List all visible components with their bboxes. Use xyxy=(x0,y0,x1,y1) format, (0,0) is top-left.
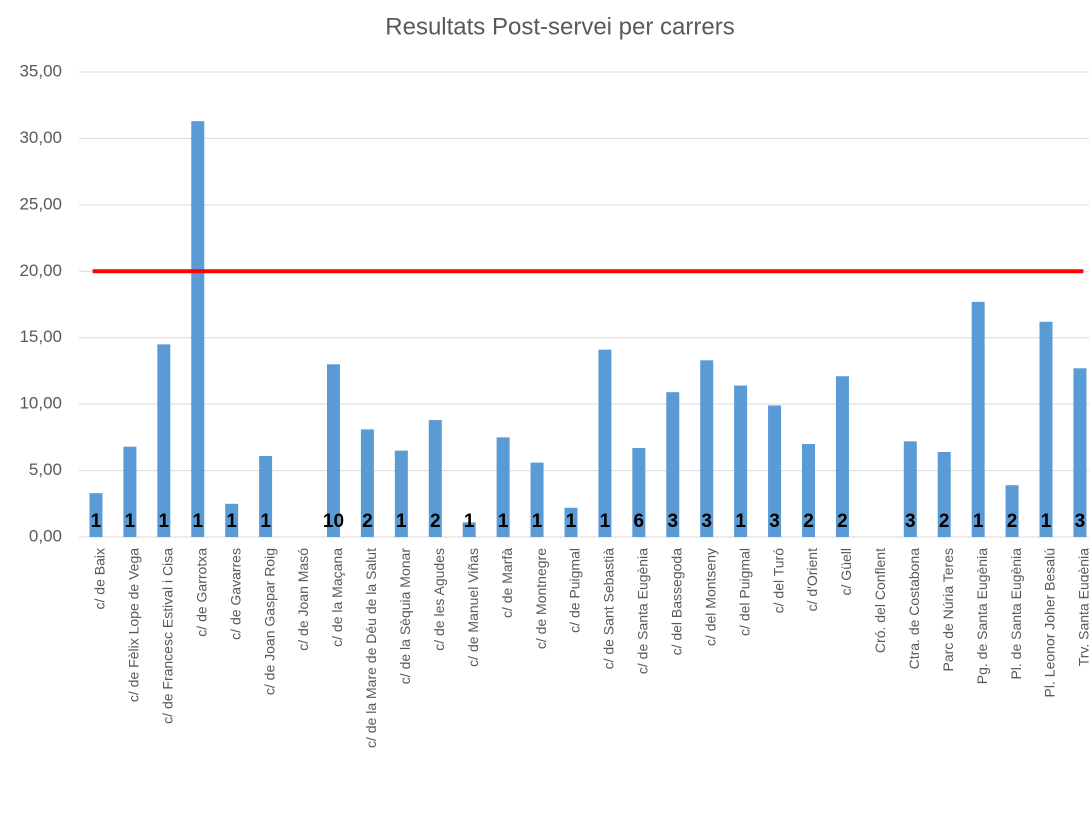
x-tick-label: c/ de Puigmal xyxy=(567,548,583,633)
bar-label: 1 xyxy=(192,511,203,532)
x-tick-label: Pl. Leonor Joher Besalú xyxy=(1042,548,1058,697)
x-tick-label: c/ de Manuel Viñas xyxy=(465,548,481,667)
y-tick-label: 30,00 xyxy=(19,128,62,147)
x-tick-label: Pl. de Santa Eugènia xyxy=(1008,548,1024,680)
bar-label: 1 xyxy=(125,511,136,532)
x-tick-label: c/ de Sant Sebastià xyxy=(601,548,617,670)
x-tick-label: c/ de Joan Masó xyxy=(295,548,311,651)
bar xyxy=(123,446,137,537)
bar xyxy=(1005,485,1019,537)
bar-label: 1 xyxy=(600,511,611,532)
bar xyxy=(564,507,578,537)
x-tick-label: c/ de Fèlix Lope de Vega xyxy=(126,548,142,702)
bar xyxy=(971,301,985,537)
x-tick-label: Pg. de Santa Eugènia xyxy=(974,548,990,684)
bar xyxy=(700,360,714,537)
x-tick-label: c/ de Joan Gaspar Roig xyxy=(261,548,277,695)
bar xyxy=(428,420,442,537)
x-tick-label: c/ de Marfà xyxy=(499,548,515,618)
bar xyxy=(632,447,646,537)
bar xyxy=(360,429,374,537)
x-tick-label: c/ de Santa Eugènia xyxy=(635,548,651,674)
bar-label: 1 xyxy=(91,511,102,532)
bar-label: 3 xyxy=(701,511,712,532)
x-tick-label: c/ del Turó xyxy=(770,548,786,614)
y-tick-label: 25,00 xyxy=(19,194,62,213)
bar xyxy=(89,493,103,537)
bar-label: 1 xyxy=(260,511,271,532)
bar-label: 3 xyxy=(667,511,678,532)
bar-label: 2 xyxy=(362,511,373,532)
x-tick-label: c/ de Garrotxa xyxy=(193,548,209,637)
bar xyxy=(734,385,748,537)
x-tick-label: c/ de Baix xyxy=(92,548,108,609)
bar xyxy=(801,444,815,537)
bar xyxy=(326,364,340,537)
y-tick-label: 20,00 xyxy=(19,261,62,280)
x-tick-label: c/ de Francesc Estival i Cisa xyxy=(160,548,176,724)
bar-label: 1 xyxy=(1041,511,1052,532)
bar-label: 2 xyxy=(939,511,950,532)
y-tick-label: 35,00 xyxy=(19,61,62,80)
bar xyxy=(259,455,273,537)
bar-label: 1 xyxy=(159,511,170,532)
x-tick-label: c/ de la Sèquia Monar xyxy=(397,548,413,685)
x-tick-label: c/ de Montnegre xyxy=(533,548,549,649)
bar-label: 3 xyxy=(905,511,916,532)
y-tick-label: 15,00 xyxy=(19,327,62,346)
bar xyxy=(937,451,951,537)
bar xyxy=(157,344,171,537)
bar xyxy=(530,462,544,537)
bar xyxy=(835,376,849,537)
bar-label: 1 xyxy=(973,511,984,532)
bar xyxy=(1073,368,1087,537)
bar-label: 1 xyxy=(464,511,475,532)
bar xyxy=(1039,321,1053,537)
x-tick-label: Ctra. de Costabona xyxy=(906,548,922,670)
x-tick-label: c/ de Gavarres xyxy=(227,548,243,640)
bar xyxy=(191,121,205,538)
bar xyxy=(598,349,612,537)
y-tick-label: 10,00 xyxy=(19,394,62,413)
bar-label: 2 xyxy=(1007,511,1018,532)
x-tick-label: Parc de Núria Teres xyxy=(940,548,956,671)
bar xyxy=(462,522,476,537)
x-tick-label: c/ d'Orient xyxy=(804,548,820,611)
bar xyxy=(225,503,239,537)
x-tick-label: c/ de la Mare de Déu de la Salut xyxy=(363,548,379,748)
y-tick-label: 0,00 xyxy=(29,526,62,545)
bar-label: 1 xyxy=(226,511,237,532)
bar-label: 6 xyxy=(634,511,645,532)
bar-label: 1 xyxy=(566,511,577,532)
chart-title: Resultats Post-servei per carrers xyxy=(385,13,734,40)
x-tick-label: c/ del Montseny xyxy=(702,548,718,646)
bar xyxy=(666,392,680,537)
x-tick-label: c/ de les Agudes xyxy=(431,548,447,651)
y-tick-label: 5,00 xyxy=(29,460,62,479)
bar-label: 1 xyxy=(498,511,509,532)
bar-label: 2 xyxy=(803,511,814,532)
x-tick-label: Cró. del Conflent xyxy=(872,548,888,653)
bar xyxy=(496,437,510,537)
bar xyxy=(768,405,782,537)
bar-label: 2 xyxy=(430,511,441,532)
x-tick-label: c/ Güell xyxy=(838,548,854,595)
x-tick-label: c/ de la Maçana xyxy=(329,548,345,647)
bar xyxy=(394,450,408,537)
bar-label: 10 xyxy=(323,511,344,532)
bar-label: 2 xyxy=(837,511,848,532)
bar-label: 1 xyxy=(532,511,543,532)
x-tick-label: c/ del Puigmal xyxy=(736,548,752,636)
x-tick-label: c/ del Bassegoda xyxy=(668,548,684,656)
bar xyxy=(903,441,917,537)
bar-label: 3 xyxy=(1075,511,1086,532)
x-tick-label: Trv. Santa Eugènia xyxy=(1076,548,1089,667)
bar-label: 1 xyxy=(735,511,746,532)
bar-label: 3 xyxy=(769,511,780,532)
bar-label: 1 xyxy=(396,511,407,532)
